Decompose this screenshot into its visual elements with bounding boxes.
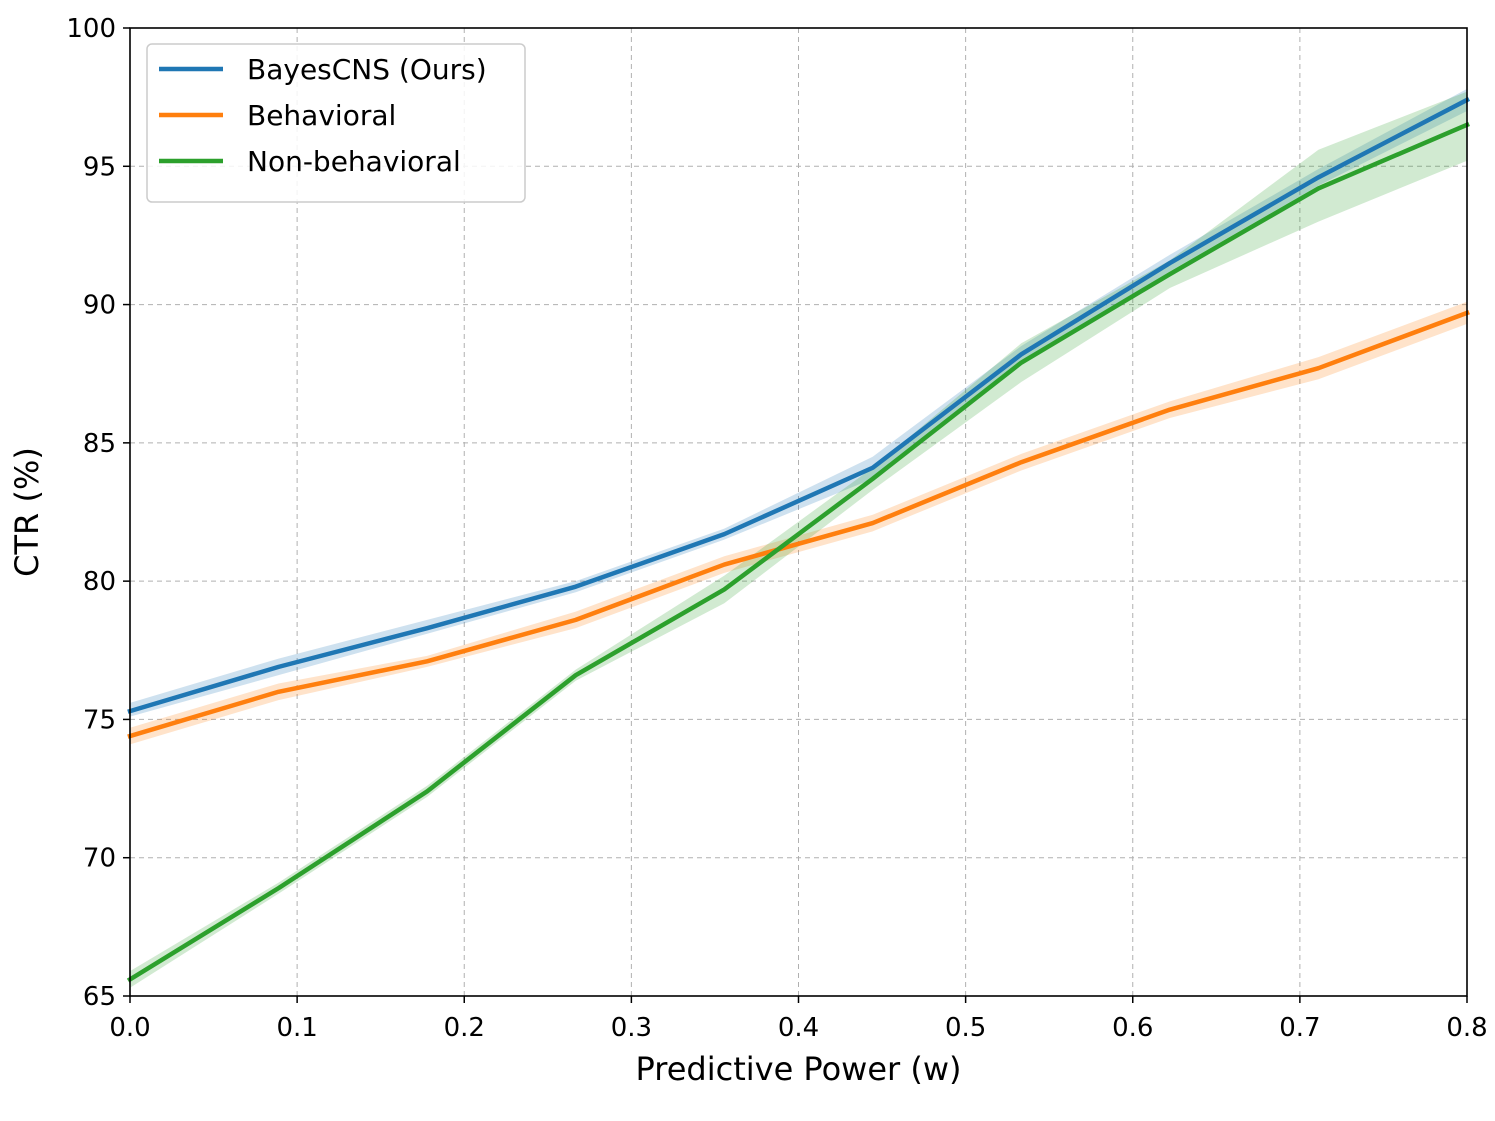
x-tick-label: 0.3 [611,1013,652,1043]
bayescns-ours-line [127,96,1471,714]
y-tick-label: 90 [83,291,116,321]
axis-ticks: 0.0 0.1 0.2 0.3 0.4 0.5 0.6 0.7 0.8 65 70 75 80 85 90 9… [66,14,1487,1043]
x-tick-label: 0.7 [1279,1013,1320,1043]
grid [130,28,1467,996]
non-behavioral-line [126,121,1470,983]
x-tick-label: 0.2 [444,1013,485,1043]
x-tick-label: 0.8 [1446,1013,1487,1043]
y-tick-label: 80 [83,567,116,597]
y-tick-label: 65 [83,982,116,1012]
non-behavioral-legend-label: Non-behavioral [247,145,461,178]
behavioral-confidence-band [130,301,1467,745]
x-axis-label: Predictive Power (w) [636,1050,962,1088]
y-tick-label: 70 [83,844,116,874]
y-tick-label: 75 [83,705,116,735]
x-tick-label: 0.4 [778,1013,819,1043]
y-tick-label: 95 [83,152,116,182]
y-axis-label: CTR (%) [8,447,46,577]
y-tick-label: 100 [66,14,116,44]
x-tick-label: 0.1 [276,1013,317,1043]
behavioral-legend-label: Behavioral [247,99,396,132]
legend: BayesCNS (Ours) Behavioral Non-behavioral [146,43,526,203]
series-lines [126,96,1471,983]
x-tick-label: 0.0 [109,1013,150,1043]
x-tick-label: 0.5 [945,1013,986,1043]
legend-box [146,43,526,203]
x-tick-label: 0.6 [1112,1013,1153,1043]
behavioral-line [127,309,1470,739]
bayescns-ours-legend-label: BayesCNS (Ours) [247,53,487,86]
y-tick-label: 85 [83,429,116,459]
